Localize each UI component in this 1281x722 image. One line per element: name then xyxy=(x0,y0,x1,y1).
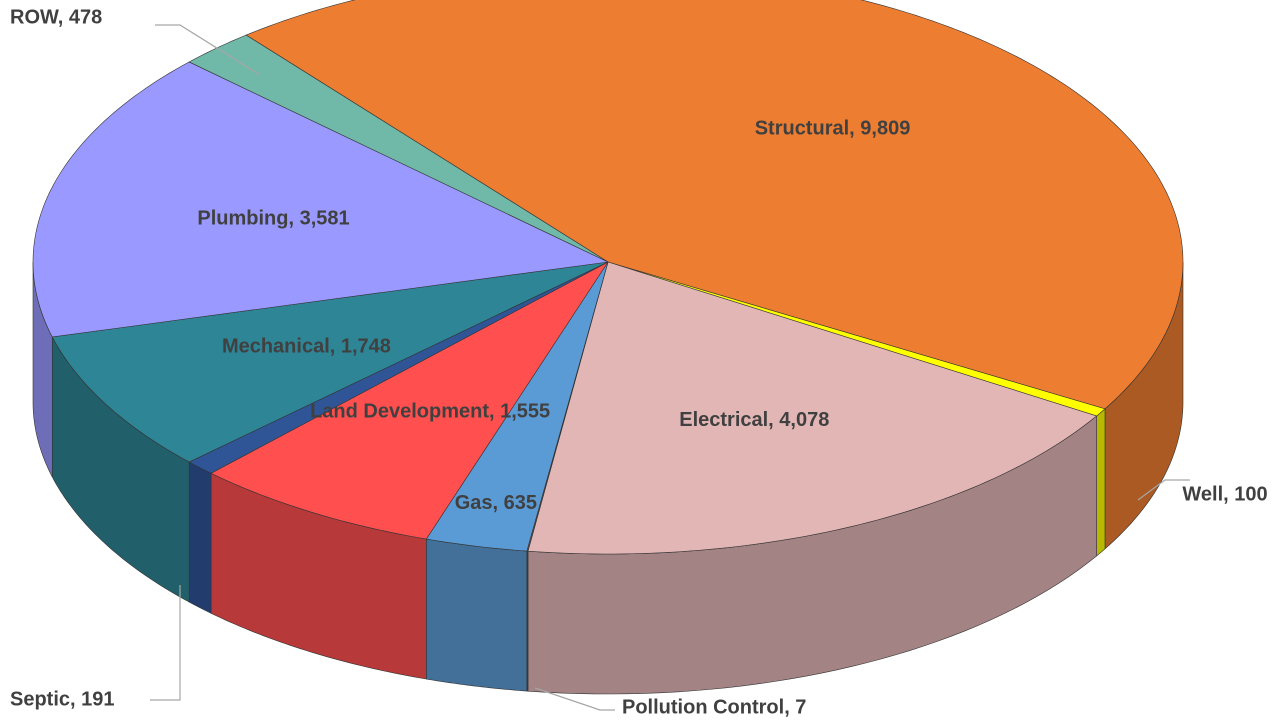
data-label: Well, 100 xyxy=(1182,483,1267,505)
data-label: ROW, 478 xyxy=(10,6,102,28)
slice xyxy=(210,261,609,540)
data-label: Land Development, 1,555 xyxy=(310,400,550,422)
leader-line xyxy=(155,24,261,76)
data-label: Mechanical, 1,748 xyxy=(222,335,391,357)
slice xyxy=(245,0,1184,410)
slice-side xyxy=(1096,408,1106,557)
data-label: Pollution Control, 7 xyxy=(622,696,806,718)
data-label: Gas, 635 xyxy=(455,492,537,514)
data-label: Structural, 9,809 xyxy=(755,117,911,139)
data-label: Septic, 191 xyxy=(10,688,115,710)
data-label: Electrical, 4,078 xyxy=(679,409,829,431)
leader-line xyxy=(1137,479,1190,501)
slice-side xyxy=(188,461,212,614)
slice xyxy=(51,261,609,463)
slice xyxy=(527,261,1098,555)
slice-side xyxy=(426,538,528,692)
leader-line xyxy=(150,585,181,701)
data-label: Plumbing, 3,581 xyxy=(197,207,349,229)
slice xyxy=(425,261,609,552)
slice xyxy=(32,61,610,338)
leader-line xyxy=(534,687,615,711)
